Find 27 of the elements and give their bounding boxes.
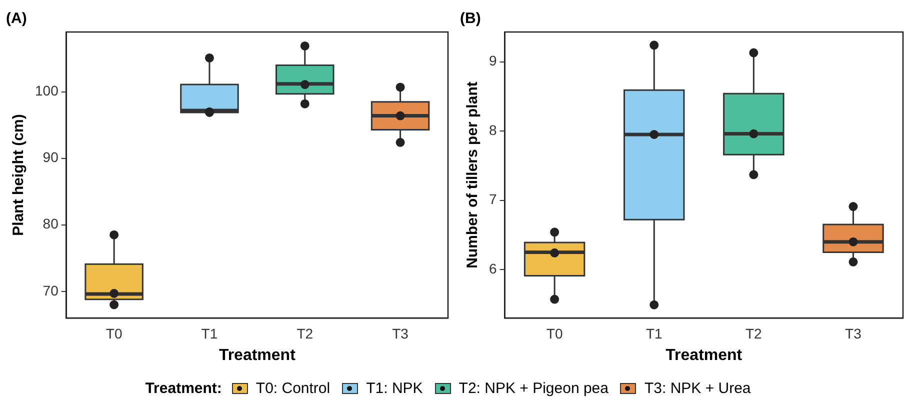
x-tick-label: T2 [746, 325, 762, 342]
x-tick-label: T0 [546, 325, 563, 342]
x-tick-label: T3 [392, 325, 409, 342]
x-tick-label: T1 [201, 325, 218, 342]
legend-title: Treatment: [145, 380, 222, 397]
y-tick-label: 100 [35, 82, 59, 99]
y-tick-label: 70 [42, 282, 59, 298]
legend-label: T2: NPK + Pigeon pea [458, 380, 608, 397]
chart-title: (A) [6, 10, 27, 28]
y-tick-label: 9 [488, 52, 497, 69]
legend-label: T0: Control [256, 380, 330, 397]
chart-title: (B) [460, 10, 481, 28]
legend-label: T1: NPK [366, 380, 423, 397]
y-tick-label: 8 [488, 122, 497, 138]
x-tick-label: T1 [646, 325, 662, 342]
x-tick-label: T3 [845, 325, 862, 342]
y-axis-title: Number of tillers per plant [464, 82, 482, 268]
y-axis-title: Plant height (cm) [10, 114, 28, 236]
x-tick-label: T2 [296, 325, 314, 342]
y-tick-label: 7 [488, 191, 497, 208]
x-axis-title: Treatment [666, 346, 743, 364]
x-axis-title: Treatment [218, 346, 296, 364]
y-tick-label: 90 [42, 149, 59, 166]
y-tick-label: 6 [488, 260, 497, 276]
x-tick-label: T0 [106, 325, 122, 342]
y-tick-label: 80 [42, 216, 59, 232]
legend-label: T3: NPK + Urea [644, 380, 751, 397]
